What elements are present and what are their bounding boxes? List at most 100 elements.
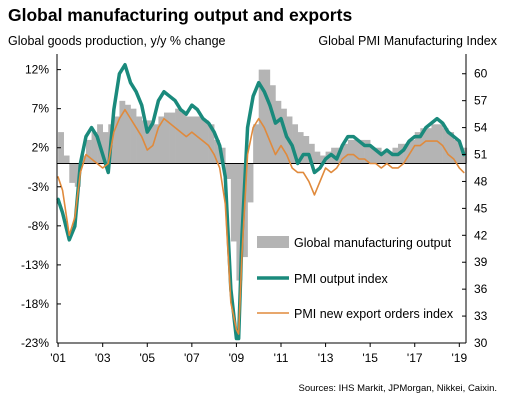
output-bar [414,132,421,164]
x-tick-label: '11 [274,351,289,365]
output-bar [236,163,243,281]
output-bar [124,104,131,164]
output-bar [258,69,265,164]
output-bar [431,124,438,164]
output-bar [425,128,432,164]
pmi-output-line [56,63,466,341]
output-bar [281,108,287,164]
output-bar [375,147,382,164]
output-bar [253,124,260,164]
right-tick-label: 48 [474,174,488,188]
right-tick-label: 45 [474,201,488,215]
x-tick-label: '15 [362,351,378,365]
output-bar [175,108,181,164]
output-bar [264,69,271,164]
left-tick-label: -3% [28,180,50,194]
right-tick-label: 30 [474,336,488,350]
output-bar [186,116,193,164]
x-tick-label: '01 [50,351,66,365]
left-tick-label: -8% [28,219,50,233]
output-bar [91,132,98,164]
output-bar [448,132,455,164]
left-tick-label: 2% [32,141,50,155]
legend-label-pmi-export: PMI new export orders index [294,307,454,321]
output-bar [320,155,326,164]
output-bar [381,151,388,164]
output-bar [386,151,393,164]
output-bar [152,124,159,164]
x-tick-label: '19 [451,351,467,365]
right-tick-label: 42 [474,228,488,242]
x-tick-label: '17 [407,351,423,365]
output-bar [314,151,321,164]
legend-swatch-output [257,236,289,248]
output-bar [225,163,232,179]
output-bar [158,116,165,164]
output-bar [269,85,276,164]
legend-label-pmi-output: PMI output index [294,272,389,286]
right-tick-label: 60 [474,67,488,81]
left-tick-label: -23% [21,336,49,350]
output-bar [275,100,282,164]
output-bar [63,155,70,164]
output-bar [130,108,137,164]
right-tick-label: 36 [474,282,488,296]
x-tick-label: '03 [95,351,111,365]
output-bar [197,116,204,164]
output-bar [463,147,468,164]
right-axis-label: Global PMI Manufacturing Index [318,34,497,48]
right-tick-label: 54 [474,121,488,135]
x-tick-label: '13 [318,351,334,365]
left-tick-label: -13% [21,258,49,272]
output-bar [58,132,64,164]
output-bar [169,112,176,164]
right-tick-label: 57 [474,94,488,108]
output-bar [353,139,360,164]
left-tick-label: 12% [25,63,49,77]
output-bar [180,112,187,164]
pmi-export-line [57,108,465,335]
output-bar [403,143,410,164]
left-axis-label: Global goods production, y/y % change [8,34,226,48]
x-tick-label: '09 [229,351,245,365]
output-bar [102,132,109,164]
left-tick-label: 7% [32,102,50,116]
output-bar [342,143,349,164]
output-bar [347,139,354,164]
output-bar [247,163,254,203]
left-tick-label: -18% [21,297,49,311]
output-bar [297,132,304,164]
output-bar [359,139,365,164]
output-bar [147,120,154,164]
x-tick-label: '05 [139,351,155,365]
output-bar [230,163,237,242]
output-bar [163,112,170,164]
output-bar [442,128,449,164]
output-bar [202,120,209,164]
right-tick-label: 51 [474,148,488,162]
output-bar [303,136,310,164]
legend-label-output: Global manufacturing output [294,236,452,250]
output-bar [364,139,371,164]
right-tick-label: 39 [474,255,488,269]
output-bar [80,155,87,164]
output-bar [136,116,142,164]
output-bar [85,139,92,164]
output-bar [453,139,460,164]
output-bar [409,139,416,164]
output-bar [208,124,215,164]
right-tick-label: 33 [474,309,488,323]
x-tick-label: '07 [184,351,200,365]
output-bar [292,124,299,164]
output-bar [420,128,427,164]
output-bar [113,116,120,164]
output-bar [191,116,198,164]
output-bar [119,100,126,164]
output-bar [69,163,76,183]
output-bar [370,147,377,164]
output-bar [459,147,465,164]
chart-title: Global manufacturing output and exports [8,5,353,25]
output-bar [214,139,221,164]
source-note: Sources: IHS Markit, JPMorgan, Nikkei, C… [298,383,497,394]
